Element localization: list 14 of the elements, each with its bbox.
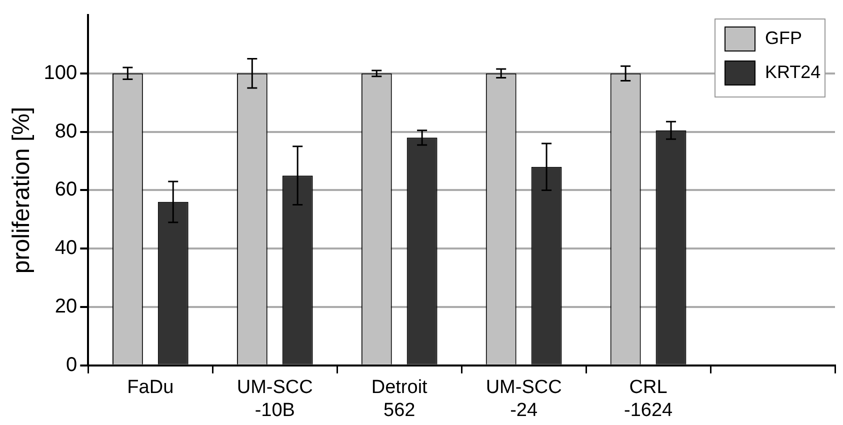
y-tick-label: 100	[44, 62, 78, 84]
y-tick-label: 20	[54, 296, 78, 318]
x-tick-label: FaDu	[127, 377, 174, 398]
y-tick-label: 80	[54, 120, 78, 142]
legend-label: KRT24	[765, 62, 821, 82]
x-tick-label: CRL -1624	[624, 377, 674, 421]
legend-label: GFP	[765, 28, 802, 48]
x-tick-label: UM-SCC -10B	[236, 377, 313, 421]
y-tick-label: 60	[54, 178, 78, 201]
y-tick-label: 40	[54, 237, 78, 260]
y-tick-label: 0	[66, 354, 78, 376]
x-tick-label: UM-SCC -24	[486, 377, 562, 421]
x-tick-label: Detroit 562	[371, 377, 428, 421]
y-axis-title: proliferation [%]	[8, 106, 36, 274]
